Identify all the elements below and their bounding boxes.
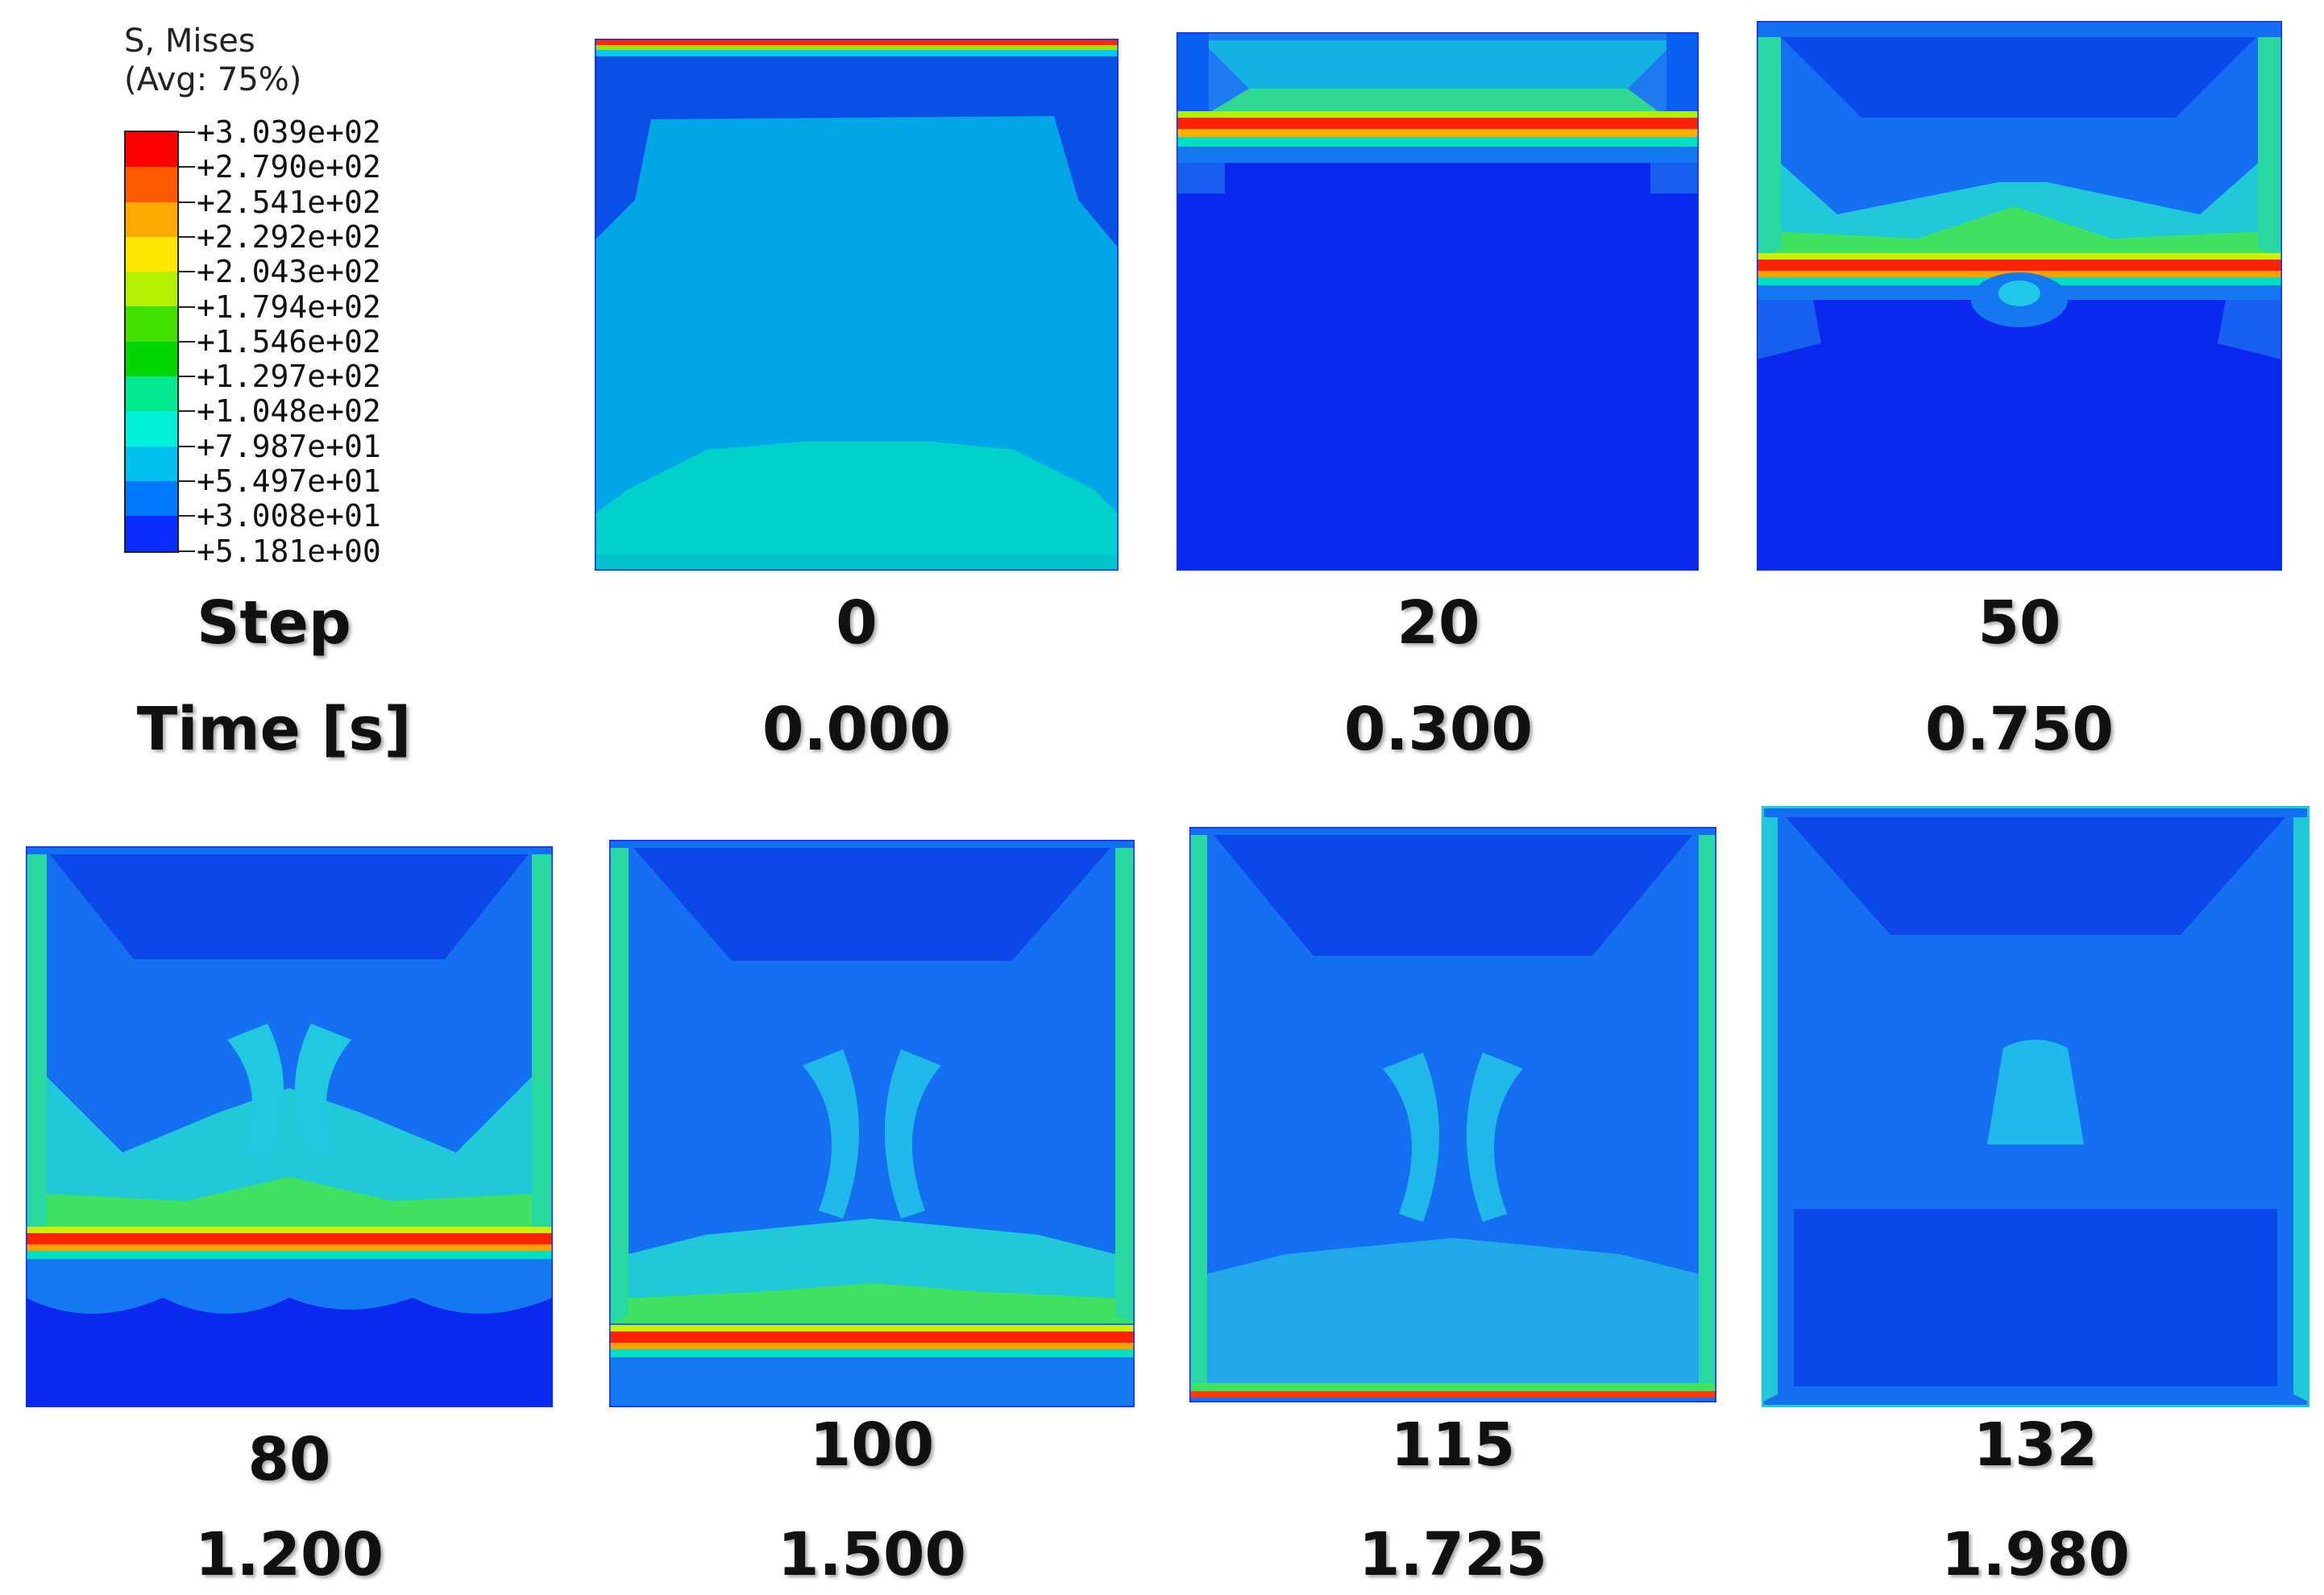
legend-title-line2: (Avg: 75%) <box>124 61 302 98</box>
legend-swatch <box>126 341 177 377</box>
legend-tick <box>177 305 195 308</box>
legend-swatch <box>126 236 177 272</box>
legend-swatch <box>126 201 177 237</box>
legend-tick <box>177 410 195 413</box>
frame-step-1: 20 <box>1396 588 1480 658</box>
frame-time-0: 0.000 <box>762 695 952 764</box>
frame-step-3: 80 <box>247 1425 331 1494</box>
legend-tick <box>177 515 195 517</box>
legend-tick <box>177 235 195 238</box>
legend-value-label: +7.987e+01 <box>197 428 381 464</box>
contour-frame-step-100 <box>609 840 1135 1407</box>
legend-swatch <box>126 272 177 307</box>
stress-legend: S, Mises (Avg: 75%) +3.039e+02 +2.790e+02… <box>113 23 564 587</box>
legend-tick <box>177 131 195 133</box>
legend-tick <box>177 376 195 378</box>
legend-title-line1: S, Mises <box>124 23 255 60</box>
step-row-label: Step <box>197 588 351 658</box>
legend-value-label: +2.043e+02 <box>197 254 381 290</box>
legend-value-label: +2.541e+02 <box>197 184 381 220</box>
legend-swatch <box>126 446 177 481</box>
legend-color-bar <box>124 131 179 553</box>
legend-value-label: +1.297e+02 <box>197 359 381 395</box>
contour-frame-step-80 <box>26 846 553 1407</box>
frame-step-5: 115 <box>1390 1410 1516 1480</box>
legend-swatch <box>126 376 177 412</box>
frame-time-6: 1.980 <box>1940 1520 2131 1589</box>
contour-frame-step-115 <box>1189 827 1716 1402</box>
frame-time-4: 1.500 <box>777 1520 967 1589</box>
frame-time-3: 1.200 <box>194 1520 384 1589</box>
legend-value-label: +3.008e+01 <box>197 498 381 534</box>
frame-step-6: 132 <box>1973 1410 2098 1480</box>
legend-swatch <box>126 516 177 551</box>
legend-tick <box>177 550 195 552</box>
legend-tick <box>177 445 195 447</box>
legend-swatch <box>126 411 177 447</box>
legend-value-label: +2.292e+02 <box>197 218 381 255</box>
frame-step-4: 100 <box>809 1410 935 1480</box>
frame-step-0: 0 <box>836 588 878 658</box>
legend-tick <box>177 201 195 203</box>
legend-tick <box>177 480 195 482</box>
legend-value-label: +5.497e+01 <box>197 463 381 499</box>
legend-tick <box>177 271 195 273</box>
legend-value-label: +3.039e+02 <box>197 114 381 150</box>
contour-frame-step-50 <box>1757 21 2282 571</box>
legend-swatch <box>126 167 177 202</box>
contour-frame-step-132 <box>1762 806 2309 1407</box>
legend-swatch <box>126 132 177 168</box>
legend-tick <box>177 340 195 343</box>
legend-value-label: +1.048e+02 <box>197 393 381 430</box>
time-row-label: Time [s] <box>136 695 412 764</box>
frame-time-2: 0.750 <box>1924 695 2114 764</box>
legend-value-label: +1.794e+02 <box>197 289 381 325</box>
frame-time-5: 1.725 <box>1358 1520 1548 1589</box>
legend-value-label: +2.790e+02 <box>197 149 381 185</box>
legend-tick <box>177 166 195 168</box>
frame-step-2: 50 <box>1977 588 2061 658</box>
frame-time-1: 0.300 <box>1343 695 1533 764</box>
legend-value-label: +1.546e+02 <box>197 323 381 359</box>
contour-frame-step-0 <box>595 39 1118 571</box>
legend-swatch <box>126 306 177 342</box>
legend-value-label: +5.181e+00 <box>197 533 381 569</box>
legend-swatch <box>126 480 177 517</box>
contour-frame-step-20 <box>1177 32 1699 571</box>
